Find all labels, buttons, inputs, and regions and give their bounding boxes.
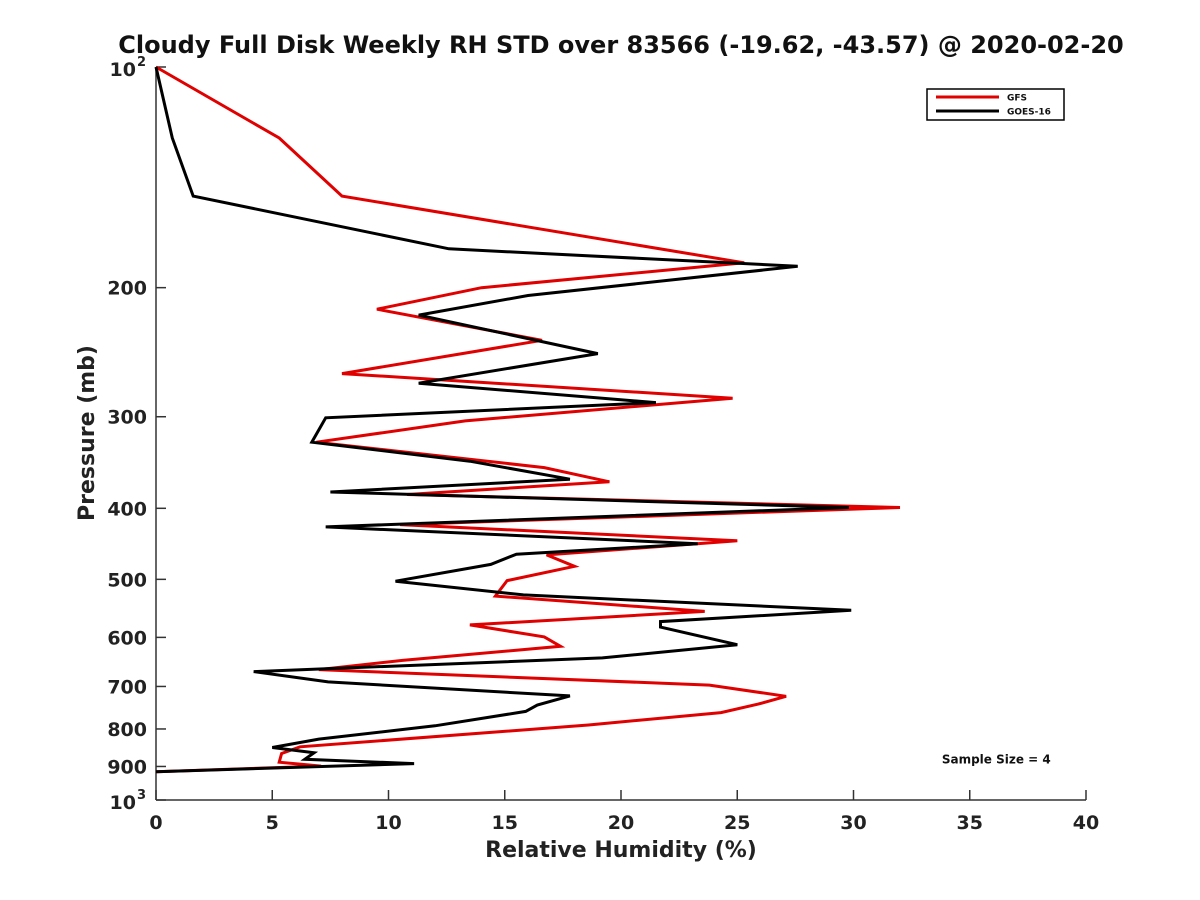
x-axis-label: Relative Humidity (%) (485, 838, 757, 863)
y-tick-label: 10 3 (110, 788, 147, 814)
y-tick-label: 400 (107, 498, 147, 520)
y-tick-label: 600 (107, 627, 147, 649)
x-tick-label: 20 (608, 812, 634, 834)
series-line-goes-16 (154, 66, 852, 774)
x-tick-label: 35 (957, 812, 983, 834)
y-axis-label: Pressure (mb) (75, 345, 100, 521)
x-tick-label: 30 (840, 812, 866, 834)
y-tick-label-base: 10 (110, 59, 136, 81)
x-tick-label: 25 (724, 812, 750, 834)
legend: GFS GOES-16 (926, 88, 1065, 121)
y-tick-label: 700 (107, 676, 147, 698)
series-line-gfs (155, 65, 901, 774)
x-tick-label: 10 (375, 812, 401, 834)
y-tick-label: 300 (107, 407, 147, 429)
legend-label-gfs: GFS (1007, 94, 1027, 104)
legend-label-goes-16: GOES-16 (1007, 108, 1051, 118)
legend-box (926, 88, 1065, 121)
x-tick-label: 40 (1073, 812, 1099, 834)
y-tick-label: 10 2 (110, 55, 147, 81)
x-tick-label: 0 (149, 812, 162, 834)
x-tick-label: 15 (492, 812, 518, 834)
y-tick-label: 500 (107, 569, 147, 591)
chart-title: Cloudy Full Disk Weekly RH STD over 8356… (118, 31, 1124, 59)
sample-size-annotation: Sample Size = 4 (942, 753, 1051, 767)
y-tick-label: 200 (107, 278, 147, 300)
x-tick-label: 5 (266, 812, 279, 834)
y-tick-label-base: 10 (110, 792, 136, 814)
y-tick-label-exponent: 2 (137, 55, 146, 70)
y-tick-label-exponent: 3 (137, 788, 146, 803)
y-tick-label: 900 (107, 756, 147, 778)
y-tick-label: 800 (107, 719, 147, 741)
